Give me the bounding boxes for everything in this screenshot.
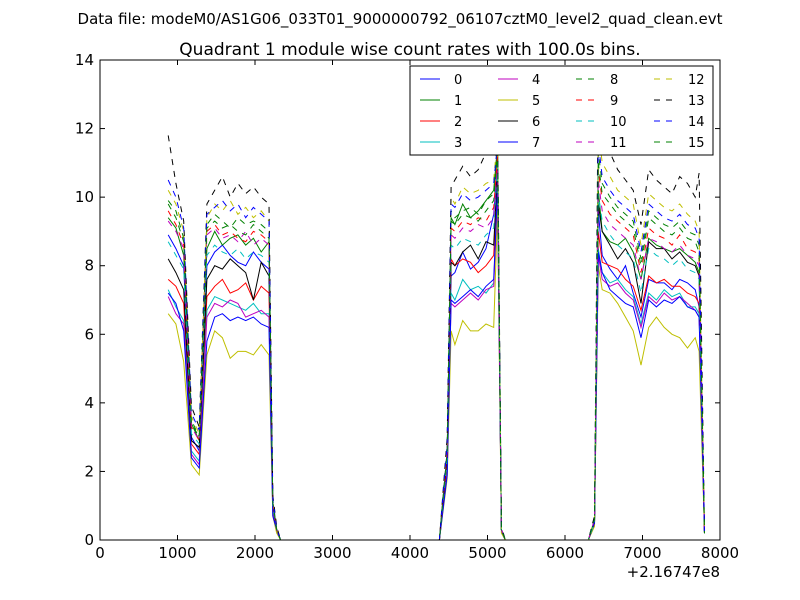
ticks-layer: 0 1000 2000 3000 4000 5000 6000 7000 80000246810…: [75, 51, 739, 562]
x-tick-label: 6000: [546, 544, 584, 562]
x-tick-label: 0: [95, 544, 105, 562]
legend-label-2: 2: [454, 115, 462, 130]
legend-label-1: 1: [454, 94, 462, 109]
y-tick-label: 0: [84, 531, 94, 549]
series-line-12: [167, 128, 705, 541]
legend-label-9: 9: [610, 94, 618, 109]
legend-label-12: 12: [688, 73, 705, 88]
legend-label-0: 0: [454, 73, 462, 88]
y-tick-label: 4: [84, 394, 94, 412]
series-line-9: [167, 155, 705, 541]
legend-label-6: 6: [532, 115, 540, 130]
legend-label-4: 4: [532, 73, 540, 88]
legend-label-13: 13: [688, 94, 705, 109]
legend-label-8: 8: [610, 73, 618, 88]
chart-title: Quadrant 1 module wise count rates with …: [179, 40, 640, 60]
series-line-4: [167, 197, 705, 541]
y-tick-label: 6: [84, 325, 94, 343]
y-tick-label: 10: [75, 188, 94, 206]
legend-label-5: 5: [532, 94, 540, 109]
legend-label-15: 15: [688, 136, 705, 151]
series-line-8: [167, 142, 705, 541]
x-tick-label: 5000: [468, 544, 506, 562]
x-tick-label: 3000: [313, 544, 351, 562]
series-line-10: [167, 166, 705, 541]
legend-label-14: 14: [688, 115, 705, 130]
series-line-6: [167, 169, 705, 541]
series-line-13: [167, 77, 705, 541]
legend-label-10: 10: [610, 115, 627, 130]
series-line-7: [167, 186, 705, 541]
y-tick-label: 2: [84, 462, 94, 480]
series-line-11: [167, 162, 705, 541]
series-layer: [167, 77, 705, 541]
x-offset-label: +2.16747e8: [627, 563, 720, 581]
legend-label-7: 7: [532, 136, 540, 151]
legend-frame: [409, 65, 714, 156]
x-tick-label: 4000: [391, 544, 429, 562]
series-line-15: [167, 152, 705, 541]
y-tick-label: 12: [75, 120, 94, 138]
y-tick-label: 14: [75, 51, 94, 69]
suptitle: Data file: modeM0/AS1G06_033T01_90000007…: [78, 10, 723, 29]
y-tick-label: 8: [84, 257, 94, 275]
series-line-14: [167, 142, 705, 541]
x-tick-label: 8000: [701, 544, 739, 562]
series-line-3: [167, 190, 705, 541]
legend-label-11: 11: [610, 136, 627, 151]
series-line-5: [167, 210, 705, 541]
x-tick-label: 1000: [158, 544, 196, 562]
x-tick-label: 7000: [623, 544, 661, 562]
x-tick-label: 2000: [236, 544, 274, 562]
legend-label-3: 3: [454, 136, 462, 151]
series-line-2: [167, 176, 705, 541]
